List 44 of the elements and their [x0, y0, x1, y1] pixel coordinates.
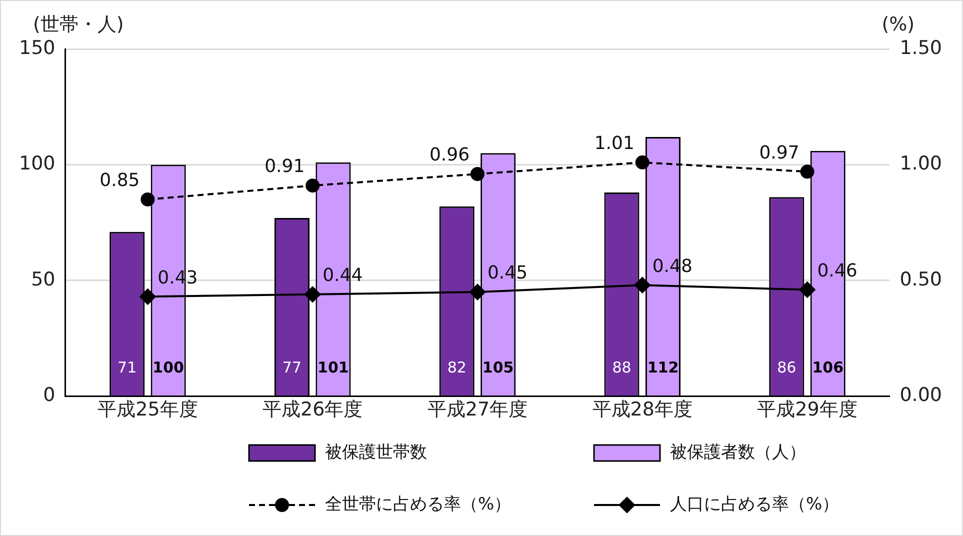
y-tick-label: 100	[19, 152, 56, 175]
data-label: 112	[647, 358, 679, 377]
point	[470, 166, 484, 181]
data-label: 77	[282, 358, 302, 377]
data-label: 0.97	[759, 142, 800, 164]
point	[140, 288, 156, 305]
y2-tick-label: 0.00	[900, 384, 942, 406]
y2-tick-label: 1.50	[900, 36, 942, 59]
data-label: 100	[152, 358, 184, 377]
point	[306, 178, 320, 193]
y2-tick-label: 1.00	[900, 152, 942, 175]
data-label: 0.96	[429, 144, 470, 166]
data-label: 88	[612, 358, 632, 377]
point	[469, 284, 486, 300]
legend-label: 全世帯に占める率（%）	[325, 494, 512, 514]
point	[800, 164, 814, 179]
data-label: 1.01	[594, 133, 634, 154]
y-tick-label: 0	[43, 384, 56, 406]
point	[799, 282, 816, 298]
x-tick-label: 平成26年度	[262, 398, 363, 421]
legend-label: 被保護者数（人）	[670, 442, 806, 462]
y2-axis-title: (%)	[882, 13, 915, 36]
y2-tick-label: 0.50	[900, 268, 942, 290]
data-label: 82	[447, 358, 466, 377]
x-tick-label: 平成29年度	[757, 398, 858, 421]
point	[304, 286, 321, 302]
x-tick-label: 平成28年度	[592, 398, 692, 421]
point	[634, 277, 650, 294]
data-label: 71	[118, 358, 137, 377]
y-axis-title: (世帯・人)	[33, 13, 124, 36]
data-label: 101	[318, 358, 349, 377]
legend-label: 被保護世帯数	[325, 442, 427, 462]
point	[140, 192, 155, 206]
point	[635, 155, 650, 170]
x-tick-label: 平成25年度	[98, 398, 198, 421]
data-label: 86	[777, 358, 796, 377]
data-label: 0.85	[100, 170, 140, 192]
y-tick-label: 50	[31, 268, 56, 290]
data-label: 105	[482, 358, 514, 377]
data-label: 0.91	[264, 156, 305, 178]
y-tick-label: 150	[19, 36, 56, 59]
legend-label: 人口に占める率（%）	[670, 494, 840, 514]
data-label: 106	[812, 358, 844, 377]
x-tick-label: 平成27年度	[427, 398, 528, 421]
